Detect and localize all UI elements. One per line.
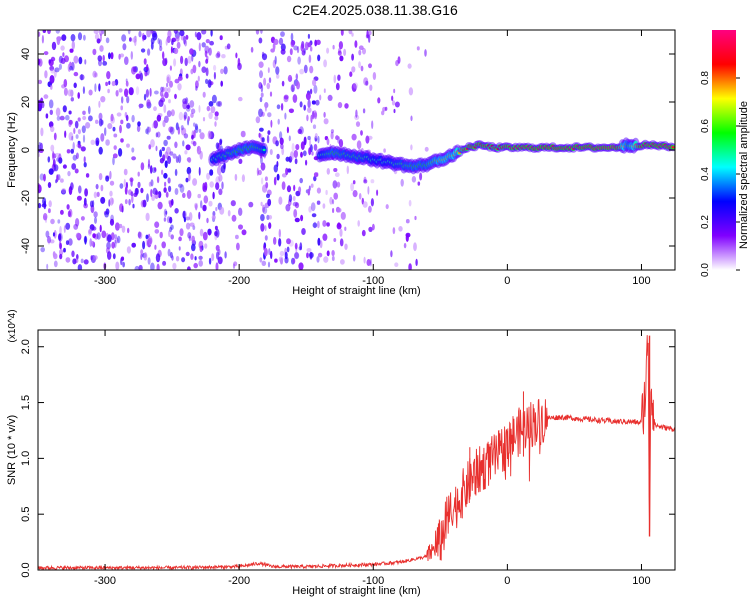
- colorbar: [712, 30, 736, 270]
- snr-frame: [37, 329, 676, 571]
- heatmap-ytick-label-2: 0: [20, 147, 32, 153]
- colorbar-tick-label-0: 0.0: [700, 263, 711, 277]
- heatmap-xtick-label-1: -200: [228, 275, 250, 287]
- heatmap-ytick-label-0: -40: [20, 238, 32, 254]
- heatmap-xlabel: Height of straight line (km): [292, 285, 420, 297]
- snr-xtick-label-3: 0: [504, 575, 510, 587]
- snr-ytick-label-0: 0.0: [20, 562, 32, 577]
- colorbar-tick-label-1: 0.2: [700, 215, 711, 229]
- snr-xtick-label-0: -300: [94, 575, 116, 587]
- snr-ytick-label-1: 0.5: [20, 507, 32, 522]
- noise-region-4: [372, 46, 429, 270]
- snr-ytick-label-2: 1.0: [20, 451, 32, 466]
- snr-xtick-label-1: -200: [228, 575, 250, 587]
- snr-xtick-label-2: -100: [362, 575, 384, 587]
- signal-trace: [208, 137, 675, 175]
- colorbar-tick-label-2: 0.4: [700, 167, 711, 181]
- heatmap-xtick-label-0: -300: [94, 275, 116, 287]
- snr-ytick-label-4: 2.0: [20, 339, 32, 354]
- snr-y-multiplier: (x10^4): [7, 309, 18, 342]
- colorbar-tick-label-3: 0.6: [700, 119, 711, 133]
- chart-title: C2E4.2025.038.11.38.G16: [292, 2, 458, 18]
- colorbar-label: Normalized spectral amplitude: [738, 101, 750, 249]
- heatmap-ytick-label-3: 20: [20, 96, 32, 108]
- noise-region-1: [224, 30, 261, 270]
- snr-ylabel: SNR (10 * v/v): [6, 415, 18, 485]
- heatmap-xtick-label-2: -100: [362, 275, 384, 287]
- snr-xtick-label-4: 100: [632, 575, 650, 587]
- noise-region-2: [257, 30, 321, 270]
- heatmap-xtick-label-3: 0: [504, 275, 510, 287]
- heatmap-xtick-label-4: 100: [632, 275, 650, 287]
- heatmap-ytick-label-4: 40: [20, 48, 32, 60]
- heatmap-ytick-label-1: -20: [20, 190, 32, 206]
- snr-xlabel: Height of straight line (km): [292, 585, 420, 597]
- snr-ytick-label-3: 1.5: [20, 395, 32, 410]
- noise-region-0: [38, 30, 228, 270]
- colorbar-tick-label-4: 0.8: [700, 71, 711, 85]
- snr-series-line: [38, 335, 675, 570]
- heatmap-ylabel: Frequency (Hz): [6, 112, 18, 188]
